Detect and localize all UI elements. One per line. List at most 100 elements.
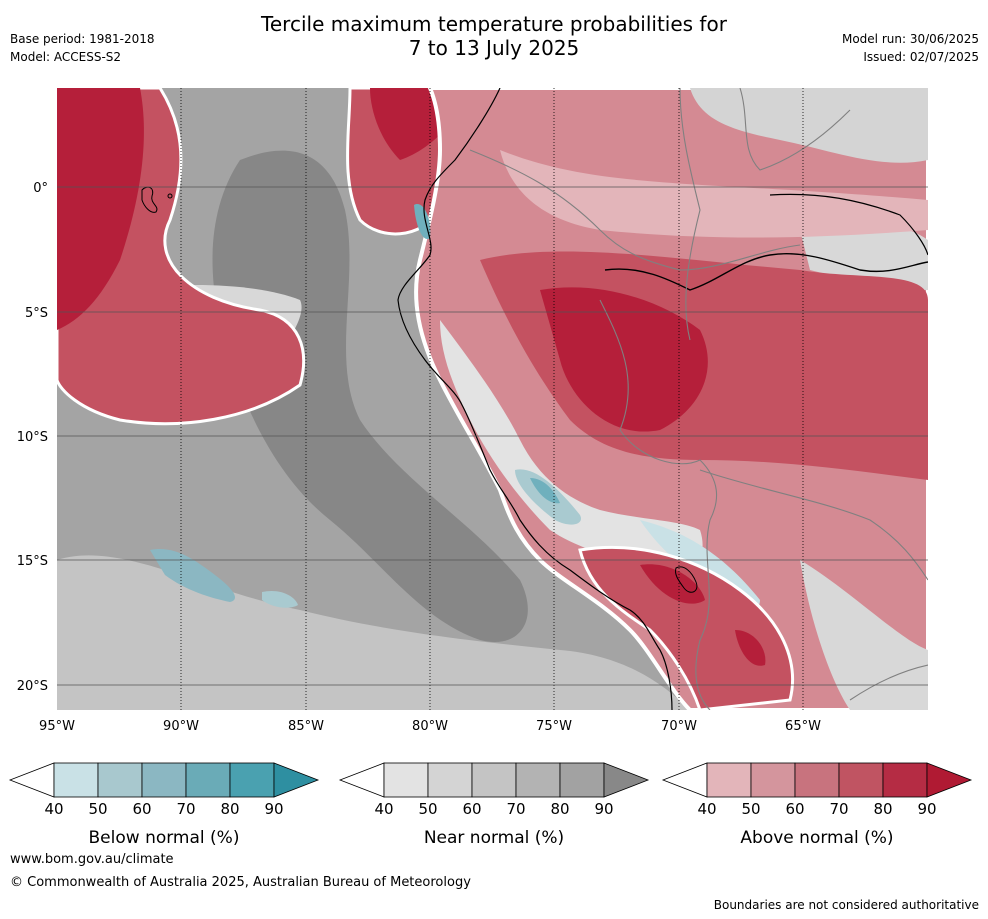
above-normal-south-core bbox=[640, 564, 705, 604]
title-line-2: 7 to 13 July 2025 bbox=[408, 36, 580, 60]
latitude-labels: 0° 5°S 10°S 15°S 20°S bbox=[17, 181, 48, 694]
colorbar-tick-label: 90 bbox=[917, 800, 936, 818]
lat-label: 5°S bbox=[25, 306, 48, 321]
colorbar-extend-high bbox=[603, 762, 650, 798]
border-bolivia-brazil bbox=[699, 469, 928, 581]
land-near-normal-ne bbox=[690, 88, 928, 163]
colorbar-extend-high bbox=[273, 762, 320, 798]
lake-titicaca bbox=[675, 566, 698, 593]
colorbar-label: Near normal (%) bbox=[424, 828, 564, 848]
coastline bbox=[397, 88, 673, 710]
colorbar-tick-label: 90 bbox=[264, 800, 283, 818]
colorbar-near: 40 50 60 70 80 90 Near normal (%) bbox=[338, 762, 650, 848]
border-ecuador-peru bbox=[469, 149, 801, 271]
colorbar-segment bbox=[383, 762, 429, 798]
colorbar-tick-label: 80 bbox=[220, 800, 239, 818]
land-dark-red-core bbox=[540, 287, 708, 432]
colorbar-segment bbox=[838, 762, 884, 798]
rio-negro bbox=[769, 193, 928, 256]
colorbar-segment bbox=[515, 762, 561, 798]
below-normal-patch-north bbox=[414, 204, 431, 240]
colorbar-tick-label: 70 bbox=[506, 800, 525, 818]
land-near-normal-se bbox=[800, 560, 928, 710]
colorbar-extend-low bbox=[8, 762, 55, 798]
colorbar-tick-label: 70 bbox=[176, 800, 195, 818]
colorbar-tick-label: 70 bbox=[829, 800, 848, 818]
colorbar-segment bbox=[559, 762, 605, 798]
footer-disclaimer: Boundaries are not considered authoritat… bbox=[713, 898, 979, 912]
model-run: Model run: 30/06/2025 bbox=[841, 32, 979, 46]
lon-label: 90°W bbox=[163, 719, 199, 734]
meta-left: Base period: 1981-2018 Model: ACCESS-S2 bbox=[10, 30, 155, 66]
above-normal-south-core-2 bbox=[735, 630, 766, 666]
lat-label: 0° bbox=[33, 181, 48, 196]
lat-label: 10°S bbox=[17, 430, 48, 445]
border-colombia-brazil bbox=[679, 88, 701, 341]
colorbar-extend-high bbox=[926, 762, 973, 798]
colorbar-tick-label: 80 bbox=[873, 800, 892, 818]
below-normal-core-coast bbox=[530, 478, 560, 504]
colorbar-tick-label: 50 bbox=[741, 800, 760, 818]
colorbar-segment bbox=[750, 762, 796, 798]
dark-gray-region bbox=[212, 150, 528, 642]
title-line-1: Tercile maximum temperature probabilitie… bbox=[261, 12, 727, 36]
colorbar-segment bbox=[706, 762, 752, 798]
lon-label: 80°W bbox=[412, 719, 448, 734]
colorbar-tick-label: 60 bbox=[785, 800, 804, 818]
meta-right: Model run: 30/06/2025 Issued: 02/07/2025 bbox=[842, 30, 979, 66]
map-field bbox=[57, 88, 928, 710]
amazon-river bbox=[604, 252, 928, 291]
colorbar-segment bbox=[141, 762, 187, 798]
colorbar-extend-low bbox=[661, 762, 708, 798]
colorbar-segment bbox=[427, 762, 473, 798]
map-title: Tercile maximum temperature probabilitie… bbox=[0, 12, 988, 60]
colorbar-tick-label: 90 bbox=[594, 800, 613, 818]
model-name: Model: ACCESS-S2 bbox=[10, 50, 122, 64]
lon-label: 70°W bbox=[661, 719, 697, 734]
footer-copyright: © Commonwealth of Australia 2025, Austra… bbox=[10, 875, 471, 890]
galapagos-islet bbox=[167, 193, 173, 199]
border-paraguay bbox=[849, 664, 928, 701]
below-normal-patch-ocean-1 bbox=[150, 549, 235, 602]
lon-label: 95°W bbox=[39, 719, 75, 734]
lat-label: 15°S bbox=[17, 554, 48, 569]
colorbar-segment bbox=[185, 762, 231, 798]
longitude-labels: 95°W 90°W 85°W 80°W 75°W 70°W 65°W bbox=[39, 719, 821, 734]
colorbar-segment bbox=[97, 762, 143, 798]
above-normal-west-core bbox=[57, 88, 144, 330]
colorbar-tick-label: 60 bbox=[132, 800, 151, 818]
lon-label: 85°W bbox=[288, 719, 324, 734]
land-pale-band bbox=[500, 150, 928, 238]
base-period: Base period: 1981-2018 bbox=[10, 32, 155, 46]
colorbar-tick-label: 60 bbox=[462, 800, 481, 818]
colorbar-tick-label: 40 bbox=[374, 800, 393, 818]
colorbar-tick-label: 80 bbox=[550, 800, 569, 818]
latitude-gridlines bbox=[57, 186, 928, 686]
colorbar-tick-label: 50 bbox=[88, 800, 107, 818]
colorbar-tick-label: 50 bbox=[418, 800, 437, 818]
below-normal-patch-ocean-2 bbox=[262, 590, 298, 608]
galapagos-islands bbox=[141, 186, 158, 213]
lon-label: 65°W bbox=[785, 719, 821, 734]
colorbar-group: 40 50 60 70 80 90 Below normal (%) 40 50 60 70 80 90… bbox=[8, 762, 973, 848]
colorbar-segment bbox=[794, 762, 840, 798]
lon-label: 75°W bbox=[536, 719, 572, 734]
footer-url: www.bom.gov.au/climate bbox=[10, 852, 174, 867]
land-near-normal-east bbox=[800, 221, 928, 290]
colorbar-label: Above normal (%) bbox=[740, 828, 893, 848]
border-venezuela bbox=[739, 88, 851, 171]
colorbar-segment bbox=[882, 762, 928, 798]
colorbar-tick-label: 40 bbox=[44, 800, 63, 818]
colorbar-extend-low bbox=[338, 762, 385, 798]
colorbar-label: Below normal (%) bbox=[89, 828, 240, 848]
colorbar-segment bbox=[471, 762, 517, 798]
border-peru-bolivia-brazil bbox=[599, 299, 718, 710]
lat-label: 20°S bbox=[17, 679, 48, 694]
colorbar-segment bbox=[53, 762, 99, 798]
colorbar-segment bbox=[229, 762, 275, 798]
issued-date: Issued: 02/07/2025 bbox=[863, 50, 979, 64]
colorbar-above: 40 50 60 70 80 90 Above normal (%) bbox=[661, 762, 973, 848]
colorbar-tick-label: 40 bbox=[697, 800, 716, 818]
colorbar-below: 40 50 60 70 80 90 Below normal (%) bbox=[8, 762, 320, 848]
